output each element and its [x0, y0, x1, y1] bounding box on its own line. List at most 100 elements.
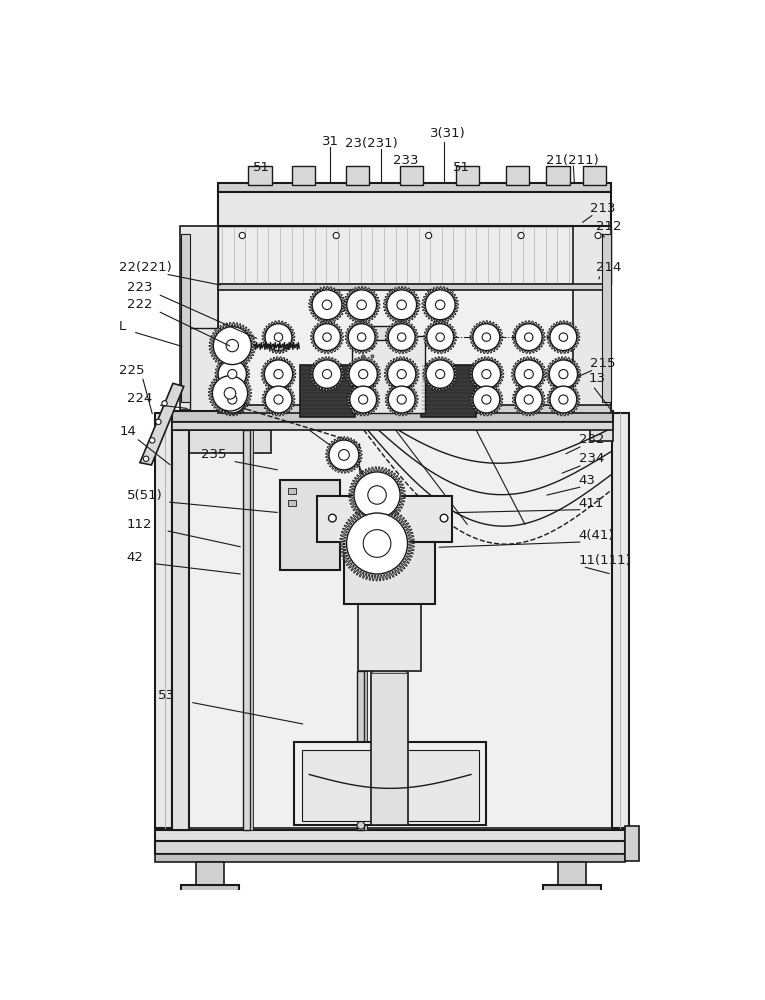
- Text: 22(221): 22(221): [119, 261, 172, 274]
- Circle shape: [368, 486, 386, 504]
- Circle shape: [436, 333, 444, 341]
- Polygon shape: [309, 287, 345, 323]
- Circle shape: [155, 419, 161, 425]
- Text: 11(111): 11(111): [579, 554, 632, 567]
- Circle shape: [274, 395, 283, 404]
- Circle shape: [515, 360, 543, 388]
- Polygon shape: [422, 287, 458, 323]
- Bar: [172, 430, 189, 830]
- Bar: [180, 226, 219, 410]
- Bar: [172, 413, 613, 828]
- Text: 234: 234: [579, 452, 604, 465]
- Text: 5(51): 5(51): [127, 489, 162, 502]
- Bar: [172, 430, 271, 453]
- Bar: [542, 885, 601, 892]
- Polygon shape: [470, 321, 503, 354]
- Circle shape: [524, 395, 533, 404]
- Circle shape: [524, 370, 533, 379]
- Circle shape: [435, 300, 445, 310]
- Circle shape: [162, 401, 168, 406]
- Circle shape: [149, 438, 155, 443]
- Circle shape: [473, 386, 500, 413]
- Text: 51: 51: [253, 161, 270, 174]
- Circle shape: [388, 360, 416, 388]
- Circle shape: [322, 300, 332, 310]
- Text: 51: 51: [452, 161, 470, 174]
- Bar: [219, 183, 611, 192]
- Polygon shape: [346, 357, 380, 391]
- Bar: [219, 191, 611, 226]
- Polygon shape: [209, 322, 256, 369]
- Text: 223: 223: [127, 281, 152, 294]
- Circle shape: [398, 333, 406, 341]
- Bar: [583, 166, 606, 185]
- Circle shape: [314, 324, 340, 351]
- Circle shape: [389, 386, 415, 413]
- Text: 3(31): 3(31): [430, 127, 466, 140]
- Circle shape: [265, 360, 293, 388]
- Circle shape: [473, 324, 500, 351]
- Circle shape: [558, 395, 568, 404]
- Bar: [172, 422, 613, 430]
- Bar: [219, 284, 611, 290]
- Circle shape: [371, 373, 374, 376]
- Circle shape: [397, 395, 406, 404]
- Bar: [196, 862, 224, 886]
- Circle shape: [387, 290, 417, 320]
- Circle shape: [427, 324, 454, 351]
- Circle shape: [482, 333, 490, 341]
- Circle shape: [228, 370, 237, 379]
- Bar: [421, 365, 477, 417]
- Circle shape: [516, 386, 542, 413]
- Polygon shape: [262, 321, 295, 354]
- Circle shape: [362, 383, 365, 386]
- Circle shape: [425, 232, 431, 239]
- Circle shape: [559, 333, 568, 341]
- Bar: [352, 336, 425, 413]
- Bar: [288, 500, 296, 506]
- Polygon shape: [140, 383, 184, 465]
- Bar: [456, 166, 479, 185]
- Circle shape: [328, 514, 337, 522]
- Bar: [602, 234, 611, 402]
- Circle shape: [265, 386, 292, 413]
- Bar: [625, 826, 639, 861]
- Polygon shape: [262, 383, 295, 416]
- Polygon shape: [349, 467, 405, 523]
- Circle shape: [371, 364, 374, 367]
- Bar: [250, 430, 253, 830]
- Text: 235: 235: [201, 448, 227, 461]
- Circle shape: [482, 395, 491, 404]
- Circle shape: [348, 324, 375, 351]
- Circle shape: [371, 392, 374, 395]
- Circle shape: [357, 821, 365, 829]
- Circle shape: [350, 386, 376, 413]
- Circle shape: [357, 300, 366, 310]
- Polygon shape: [343, 287, 380, 323]
- Polygon shape: [424, 321, 457, 354]
- Text: 233: 233: [392, 154, 418, 167]
- Bar: [288, 488, 296, 494]
- Circle shape: [440, 514, 448, 522]
- Circle shape: [389, 324, 415, 351]
- Circle shape: [426, 360, 454, 388]
- Circle shape: [472, 360, 500, 388]
- Circle shape: [549, 360, 578, 388]
- Polygon shape: [345, 321, 378, 354]
- Polygon shape: [546, 357, 581, 391]
- Polygon shape: [511, 357, 546, 391]
- Circle shape: [359, 370, 368, 379]
- Circle shape: [312, 290, 342, 320]
- Circle shape: [371, 383, 374, 386]
- Bar: [301, 750, 479, 821]
- Bar: [190, 328, 225, 413]
- Text: 43: 43: [579, 474, 596, 487]
- Bar: [373, 671, 406, 673]
- Polygon shape: [261, 357, 296, 391]
- Polygon shape: [423, 357, 457, 391]
- Circle shape: [550, 386, 577, 413]
- Circle shape: [274, 333, 283, 341]
- Circle shape: [213, 327, 251, 365]
- Bar: [292, 166, 315, 185]
- Text: 42: 42: [127, 551, 144, 564]
